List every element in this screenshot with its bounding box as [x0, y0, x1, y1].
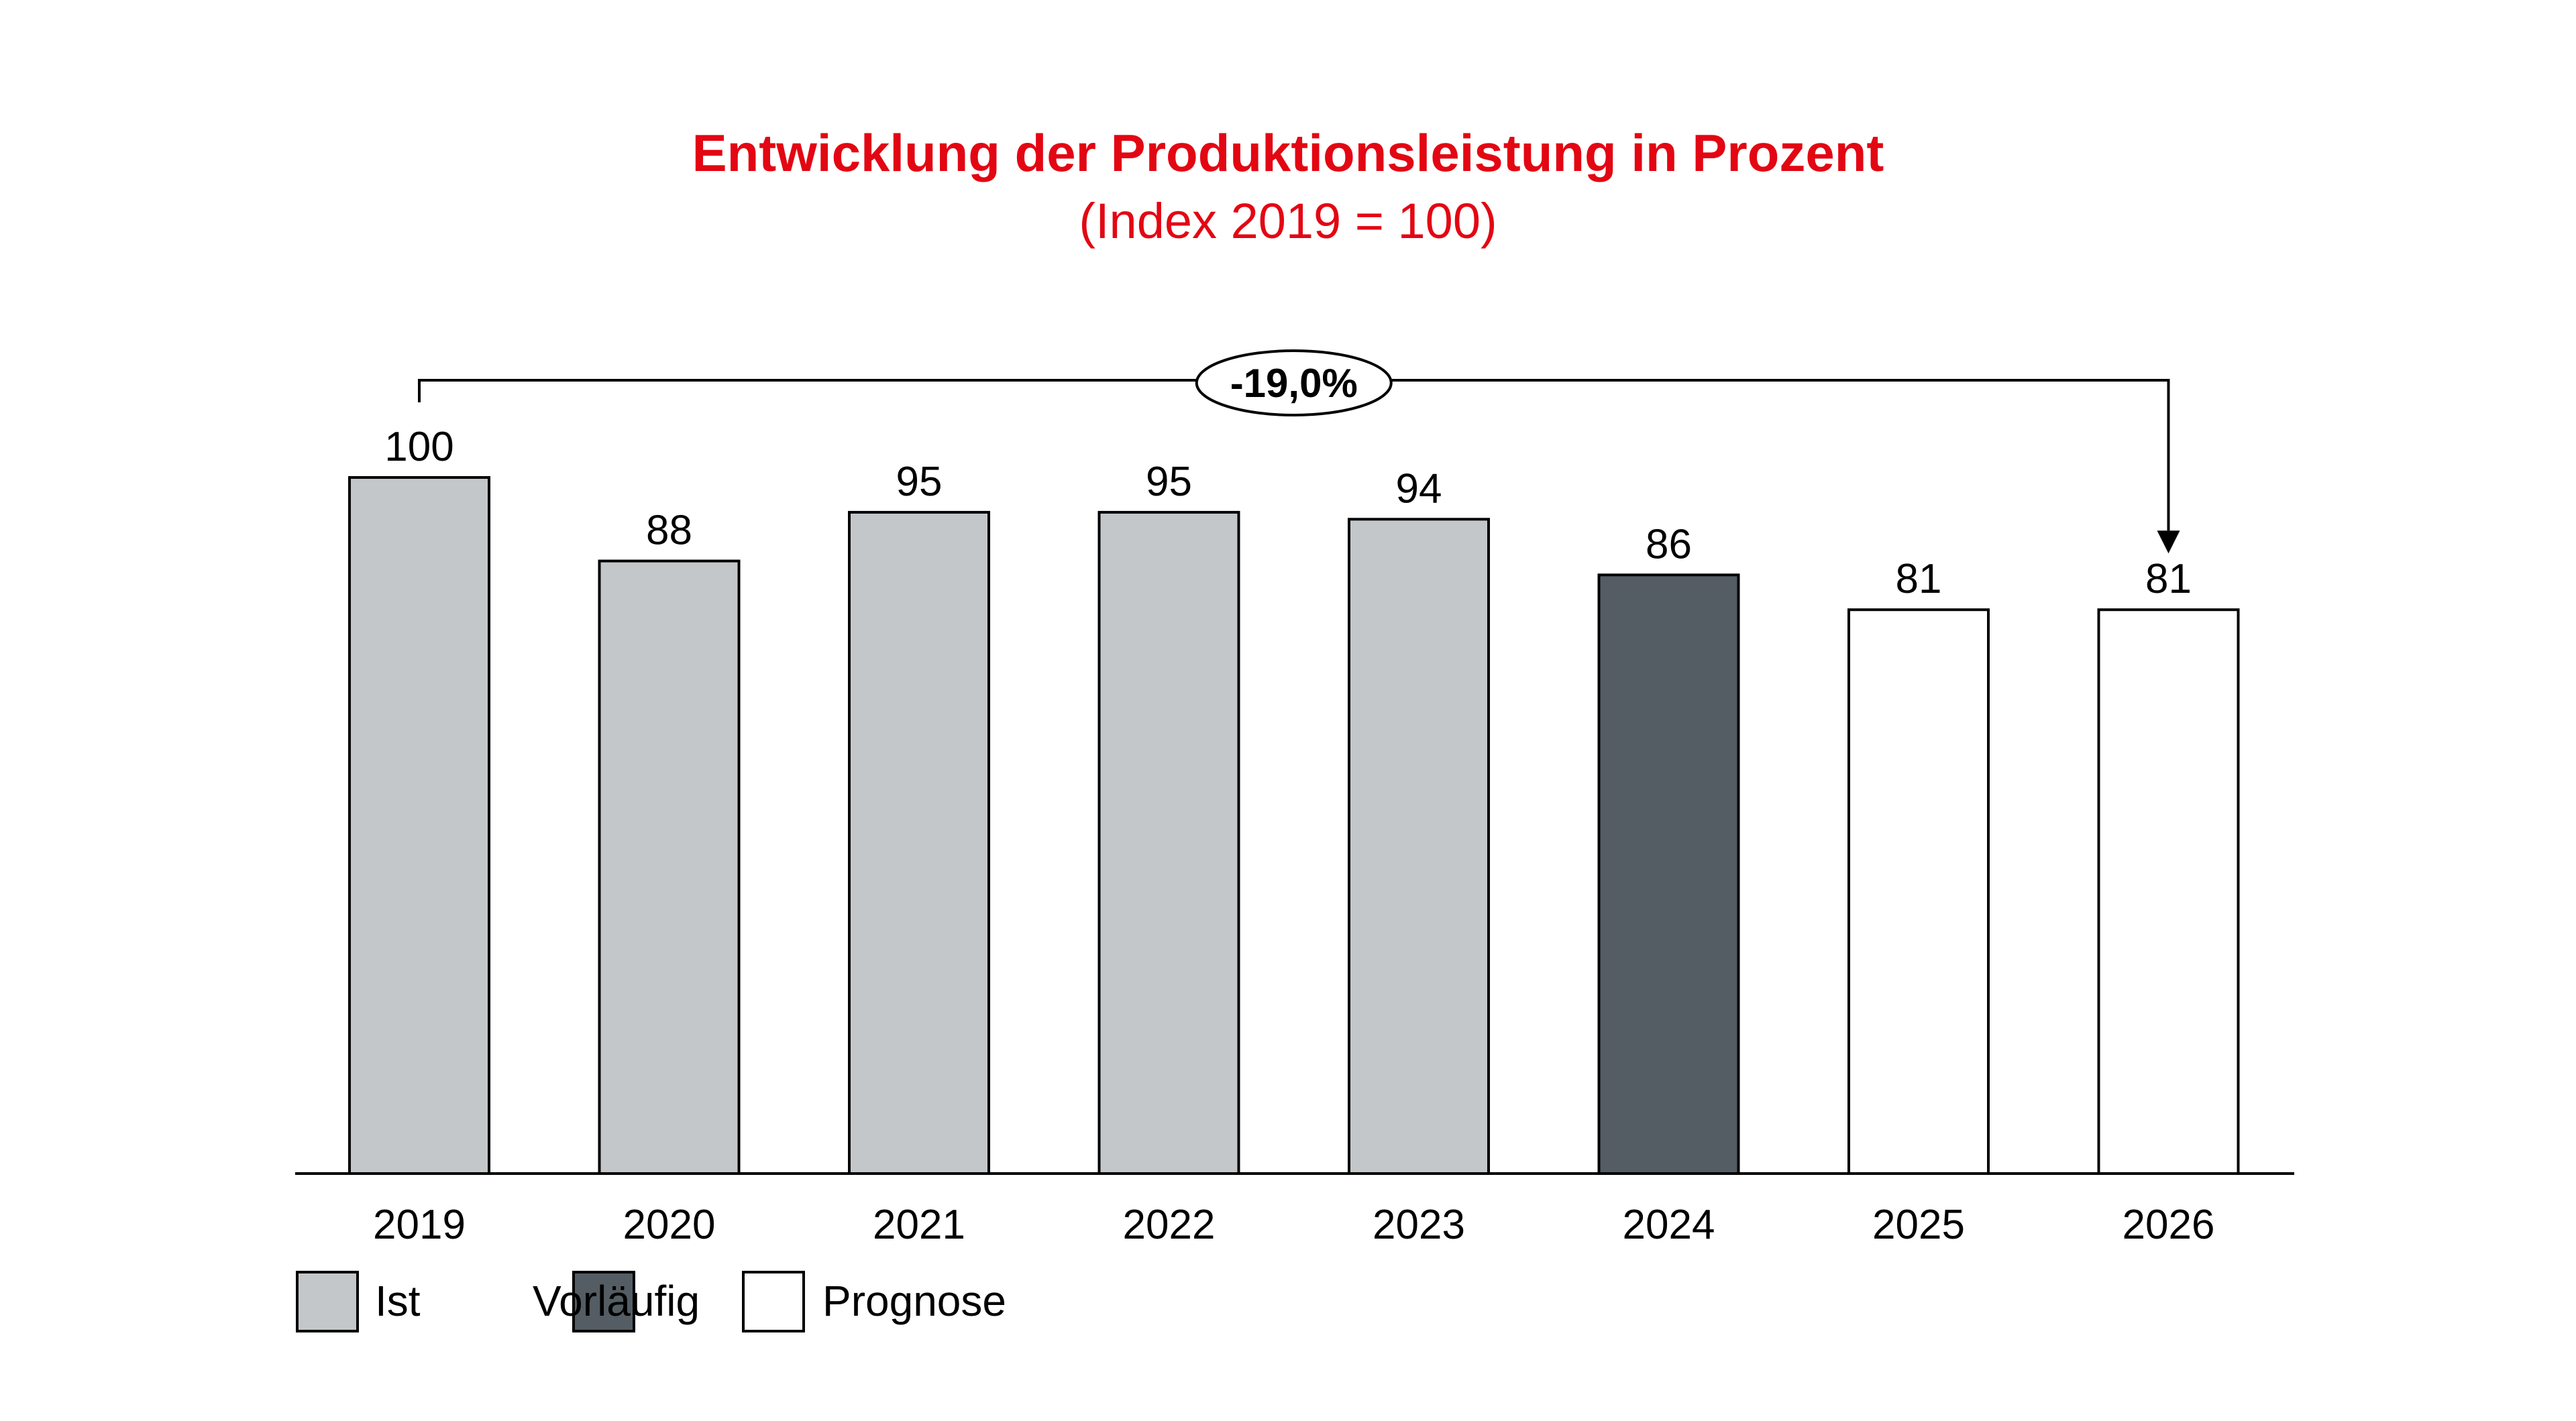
x-tick-2021: 2021	[873, 1202, 965, 1248]
legend: Ist Vorläufig Prognose	[296, 1271, 1006, 1332]
change-badge	[1195, 349, 1393, 416]
legend-label-prognose: Prognose	[822, 1277, 1006, 1325]
bar-2022	[1097, 510, 1240, 1175]
bar-2020	[598, 559, 741, 1175]
x-tick-2025: 2025	[1872, 1202, 1965, 1248]
chart-subtitle: (Index 2019 = 100)	[1079, 193, 1497, 249]
x-tick-2019: 2019	[373, 1202, 466, 1248]
value-labels-group: 100 88 95 95 94 86 81 81	[384, 424, 2192, 602]
value-label-2025: 81	[1896, 556, 1942, 602]
bar-2023	[1348, 518, 1490, 1175]
x-tick-2020: 2020	[623, 1202, 716, 1248]
x-tick-2024: 2024	[1623, 1202, 1715, 1248]
value-label-2026: 81	[2145, 556, 2192, 602]
legend-swatch-vorl-ufig	[572, 1271, 635, 1332]
bar-2026	[2097, 608, 2240, 1175]
bar-2025	[1847, 608, 1990, 1175]
x-tick-2022: 2022	[1123, 1202, 1216, 1248]
legend-swatch-ist	[296, 1271, 359, 1332]
value-label-2022: 95	[1146, 459, 1192, 505]
change-annotation: -19,0%	[418, 349, 2180, 554]
legend-swatch-prognose	[742, 1271, 805, 1332]
bar-2019	[348, 476, 490, 1175]
value-label-2019: 100	[384, 424, 453, 470]
chart-title: Entwicklung der Produktionsleistung in P…	[692, 123, 1884, 182]
value-label-2023: 94	[1396, 465, 1442, 512]
value-label-2020: 88	[646, 508, 692, 554]
x-tick-labels: 2019 2020 2021 2022 2023 2024 2025 2026	[373, 1202, 2214, 1248]
x-tick-2023: 2023	[1373, 1202, 1465, 1248]
value-label-2021: 95	[896, 459, 943, 505]
arrow-down-icon	[2157, 530, 2180, 554]
legend-label-vorl-ufig: Vorläufig	[533, 1277, 700, 1325]
bar-2024	[1597, 573, 1740, 1175]
x-tick-2026: 2026	[2123, 1202, 2215, 1248]
value-label-2024: 86	[1646, 521, 1692, 567]
change-label: -19,0%	[1230, 361, 1358, 406]
bars-group	[348, 476, 2240, 1175]
legend-label-ist: Ist	[375, 1277, 421, 1325]
bar-2021	[848, 510, 990, 1175]
